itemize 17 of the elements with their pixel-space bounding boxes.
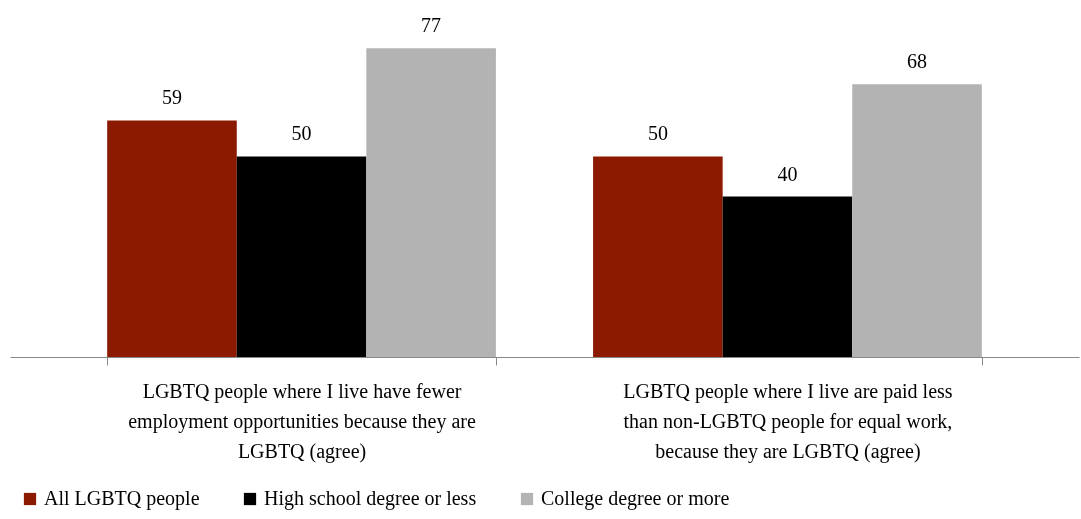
data-label: 59	[161, 86, 182, 109]
legend-label: All LGBTQ people	[44, 487, 200, 510]
data-label: 77	[421, 14, 442, 37]
bar	[593, 156, 723, 357]
x-tick-label: LGBTQ people where I live have fewer employment opportunities because they are LGBTQ (agree)	[128, 379, 476, 463]
bar	[722, 196, 853, 357]
x-tick-label: LGBTQ people where I live are paid less than non-LGBTQ people for equal work, because they are LGBTQ (agree)	[623, 379, 953, 463]
legend-label: High school degree or less	[264, 487, 477, 510]
data-label: 40	[777, 162, 798, 185]
legend-label: College degree or more	[541, 487, 730, 510]
data-label: 50	[291, 122, 312, 145]
data-label: 50	[647, 122, 668, 145]
bar	[236, 156, 367, 357]
bar	[366, 48, 496, 357]
bar	[852, 84, 982, 357]
data-label: 68	[907, 50, 928, 73]
bar	[107, 120, 237, 357]
